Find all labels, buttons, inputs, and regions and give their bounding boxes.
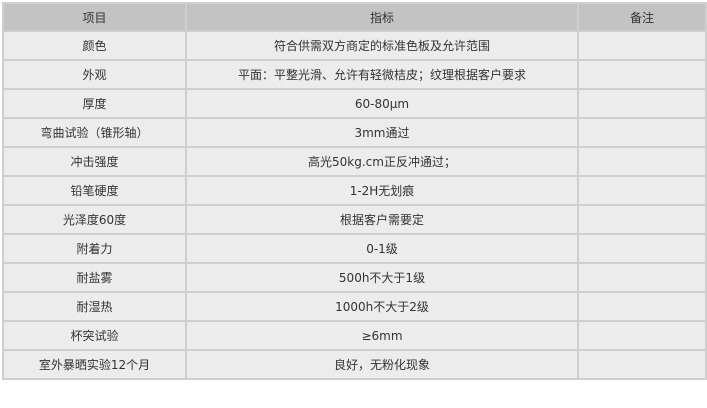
cell-spec: 根据客户需要定 [185,204,579,235]
cell-spec: 1-2H无划痕 [185,175,579,206]
cell-item: 弯曲试验（锥形轴） [2,117,187,148]
cell-spec: 高光50kg.cm正反冲通过； [185,146,579,177]
table-row: 冲击强度 高光50kg.cm正反冲通过； [2,146,707,177]
cell-spec: 3mm通过 [185,117,579,148]
spec-table: 项目 指标 备注 颜色 符合供需双方商定的标准色板及允许范围 外观 平面：平整光滑、允… [2,2,707,380]
cell-spec: 0-1级 [185,233,579,264]
cell-note [577,59,707,90]
cell-note [577,349,707,380]
cell-note [577,30,707,61]
cell-item: 光泽度60度 [2,204,187,235]
cell-spec: 1000h不大于2级 [185,291,579,322]
header-spec: 指标 [185,2,579,32]
header-row: 项目 指标 备注 [2,2,707,32]
cell-item: 附着力 [2,233,187,264]
cell-note [577,204,707,235]
cell-spec: ≥6mm [185,320,579,351]
table-row: 铅笔硬度 1-2H无划痕 [2,175,707,206]
table-row: 颜色 符合供需双方商定的标准色板及允许范围 [2,30,707,61]
table-row: 杯突试验 ≥6mm [2,320,707,351]
table-row: 耐盐雾 500h不大于1级 [2,262,707,293]
cell-item: 室外暴晒实验12个月 [2,349,187,380]
cell-note [577,291,707,322]
cell-item: 厚度 [2,88,187,119]
cell-note [577,233,707,264]
table-row: 室外暴晒实验12个月 良好，无粉化现象 [2,349,707,380]
cell-item: 铅笔硬度 [2,175,187,206]
cell-item: 耐湿热 [2,291,187,322]
table-row: 厚度 60-80μm [2,88,707,119]
cell-item: 冲击强度 [2,146,187,177]
cell-item: 耐盐雾 [2,262,187,293]
cell-note [577,175,707,206]
cell-note [577,88,707,119]
cell-note [577,117,707,148]
cell-spec: 60-80μm [185,88,579,119]
cell-note [577,320,707,351]
cell-note [577,146,707,177]
cell-item: 颜色 [2,30,187,61]
cell-item: 外观 [2,59,187,90]
cell-spec: 良好，无粉化现象 [185,349,579,380]
cell-note [577,262,707,293]
cell-spec: 平面：平整光滑、允许有轻微桔皮；纹理根据客户要求 [185,59,579,90]
header-note: 备注 [577,2,707,32]
table-row: 附着力 0-1级 [2,233,707,264]
table-row: 外观 平面：平整光滑、允许有轻微桔皮；纹理根据客户要求 [2,59,707,90]
table-row: 耐湿热 1000h不大于2级 [2,291,707,322]
table-row: 弯曲试验（锥形轴） 3mm通过 [2,117,707,148]
cell-item: 杯突试验 [2,320,187,351]
table-row: 光泽度60度 根据客户需要定 [2,204,707,235]
header-item: 项目 [2,2,187,32]
cell-spec: 500h不大于1级 [185,262,579,293]
cell-spec: 符合供需双方商定的标准色板及允许范围 [185,30,579,61]
